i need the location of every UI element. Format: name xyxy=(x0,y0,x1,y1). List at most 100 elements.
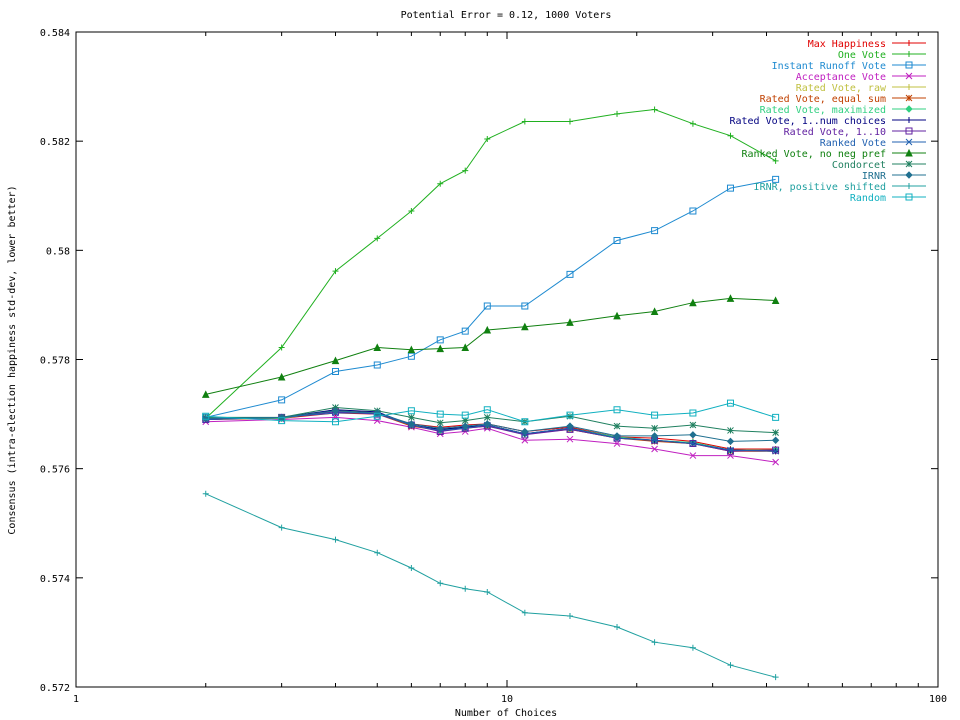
legend-label: Rated Vote, 1..10 xyxy=(784,127,886,138)
y-tick-label: 0.574 xyxy=(40,574,70,585)
series-line xyxy=(205,178,776,418)
data-point xyxy=(689,298,697,307)
data-point xyxy=(689,440,697,447)
legend-entry: Ranked Vote, no neg pref xyxy=(742,148,926,160)
data-point xyxy=(461,417,469,424)
data-point xyxy=(521,609,528,616)
data-point xyxy=(566,422,574,430)
series-ranked-vote-no-neg-pref xyxy=(201,294,780,398)
data-point xyxy=(407,407,415,415)
legend-entry: Random xyxy=(850,193,926,204)
data-point xyxy=(772,447,779,455)
legend-entry: Rated Vote, maximized xyxy=(760,105,926,116)
legend-entry: Rated Vote, 1..10 xyxy=(784,127,926,138)
legend-entry: IRNR, positive shifted xyxy=(754,182,926,193)
data-point xyxy=(906,84,912,90)
series-random xyxy=(202,399,780,426)
data-point xyxy=(689,409,697,417)
data-point xyxy=(408,414,415,421)
data-point xyxy=(905,148,913,157)
data-point xyxy=(613,422,621,430)
data-point xyxy=(772,429,779,436)
y-tick-label: 0.58 xyxy=(46,246,70,257)
y-axis-label: Consensus (intra-election happiness std-… xyxy=(7,185,18,534)
data-point xyxy=(771,296,780,305)
data-point xyxy=(906,51,912,57)
legend-entry: One Vote xyxy=(838,50,926,61)
legend-entry: IRNR xyxy=(862,171,926,182)
plot-frame xyxy=(75,31,939,688)
data-point xyxy=(771,436,780,444)
data-point xyxy=(521,322,529,331)
data-point xyxy=(461,327,469,335)
data-point xyxy=(905,160,913,168)
x-axis-label: Number of Choices xyxy=(455,708,557,719)
legend-entry: Instant Runoff Vote xyxy=(772,61,926,72)
legend-entry: Acceptance Vote xyxy=(796,72,926,83)
data-point xyxy=(689,452,697,459)
data-point xyxy=(651,445,658,453)
data-point xyxy=(407,352,415,360)
data-point xyxy=(521,418,529,426)
data-point xyxy=(905,105,913,113)
legend-label: One Vote xyxy=(838,50,886,61)
data-point xyxy=(373,343,382,351)
legend-label: Rated Vote, raw xyxy=(796,83,887,94)
legend-entry: Condorcet xyxy=(832,160,926,171)
data-point xyxy=(278,417,286,425)
legend-label: IRNR, positive shifted xyxy=(754,182,886,193)
data-point xyxy=(408,565,415,572)
data-point xyxy=(461,343,470,351)
data-point xyxy=(483,414,491,421)
data-point xyxy=(726,399,734,407)
legend-label: Instant Runoff Vote xyxy=(772,61,886,72)
legend-entry: Ranked Vote xyxy=(820,138,926,149)
data-point xyxy=(407,420,416,428)
y-tick-label: 0.582 xyxy=(40,137,70,148)
data-point xyxy=(566,411,574,419)
data-point xyxy=(278,396,286,404)
data-point xyxy=(905,127,913,135)
data-point xyxy=(726,184,734,192)
data-point xyxy=(202,414,210,423)
x-tick-label: 100 xyxy=(929,694,947,705)
data-point xyxy=(772,157,779,164)
data-point xyxy=(905,94,913,102)
data-point xyxy=(483,420,491,428)
data-point xyxy=(727,132,734,139)
chart-title: Potential Error = 0.12, 1000 Voters xyxy=(401,10,612,21)
data-point xyxy=(726,294,735,302)
data-point xyxy=(374,235,381,242)
data-point xyxy=(484,589,491,596)
data-point xyxy=(331,407,340,415)
data-point xyxy=(278,344,285,351)
data-point xyxy=(461,422,469,430)
legend-label: Max Happiness xyxy=(808,39,886,50)
data-point xyxy=(566,270,574,278)
legend-entry: Rated Vote, equal sum xyxy=(760,94,926,105)
data-point xyxy=(613,311,621,320)
data-point xyxy=(689,120,696,127)
data-point xyxy=(726,437,735,446)
data-point xyxy=(613,432,621,440)
tick-group: 0.572 0.574 0.576 0.578 0.58 0.582 0.584 1 10 100 xyxy=(40,28,947,705)
data-point xyxy=(772,413,780,421)
legend-label: Ranked Vote, no neg pref xyxy=(742,149,887,160)
data-point xyxy=(436,336,444,344)
data-point xyxy=(332,536,339,543)
data-point xyxy=(651,424,658,432)
data-point xyxy=(772,458,779,466)
legend-label: Rated Vote, maximized xyxy=(760,105,886,116)
data-point xyxy=(689,431,697,439)
data-point xyxy=(521,427,529,436)
y-tick-label: 0.576 xyxy=(40,465,70,476)
data-point xyxy=(689,644,696,651)
data-point xyxy=(437,180,444,187)
data-point xyxy=(566,613,573,620)
y-tick-label: 0.572 xyxy=(40,683,70,694)
data-point xyxy=(651,227,659,235)
data-point xyxy=(436,410,444,418)
data-point xyxy=(332,268,339,275)
data-point xyxy=(613,406,621,414)
